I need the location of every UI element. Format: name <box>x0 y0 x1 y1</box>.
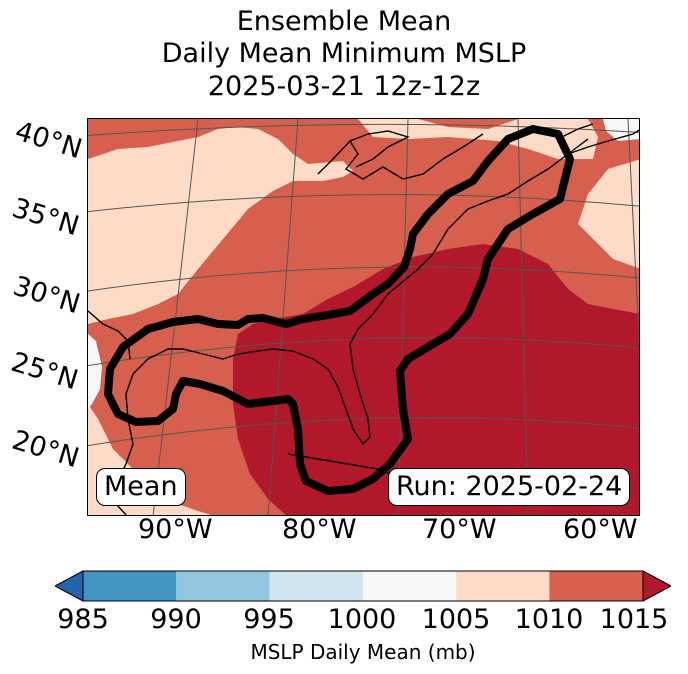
title-line-1: Ensemble Mean <box>236 6 452 37</box>
colorbar-tick-1010: 1010 <box>514 604 584 635</box>
contour-line <box>104 125 574 495</box>
colorbar-tick-1015: 1015 <box>599 604 669 635</box>
colorbar-tick-995: 995 <box>243 604 295 635</box>
colorbar-tick-990: 990 <box>150 604 202 635</box>
great-lakes <box>317 133 484 180</box>
lat-label-20n: 20°N <box>8 424 83 475</box>
lon-label-70w: 70°W <box>422 514 497 545</box>
colorbar-segment-1005-1010 <box>456 571 550 601</box>
lon-label-80w: 80°W <box>282 514 357 545</box>
colorbar <box>55 570 671 602</box>
colorbar-over-triangle <box>642 570 671 602</box>
colorbar-segment-995-1000 <box>269 571 363 601</box>
pressure-map <box>88 119 639 515</box>
great-lakes-shore <box>349 130 410 168</box>
run-date-box: Run: 2025-02-24 <box>388 468 631 506</box>
colorbar-tick-1000: 1000 <box>327 604 397 635</box>
maine-islands <box>557 123 594 140</box>
colorbar-segment-1000-1005 <box>362 571 457 601</box>
colorbar-tick-1005: 1005 <box>421 604 491 635</box>
lat-label-25n: 25°N <box>7 346 82 397</box>
colorbar-under-triangle <box>55 570 84 602</box>
lon-label-60w: 60°W <box>563 514 638 545</box>
field-1005-1010-northeast <box>578 159 639 269</box>
lon-label-90w: 90°W <box>138 514 213 545</box>
lat-label-35n: 35°N <box>8 192 83 243</box>
colorbar-tick-985: 985 <box>57 604 109 635</box>
nova-scotia <box>567 129 639 155</box>
title-line-3: 2025-03-21 12z-12z <box>207 71 481 102</box>
colorbar-label: MSLP Daily Mean (mb) <box>250 640 476 664</box>
colorbar-segment-985-990 <box>83 571 177 601</box>
mean-label-box: Mean <box>96 468 186 506</box>
field-1000-1005-west <box>88 334 102 409</box>
colorbar-segment-990-995 <box>176 571 270 601</box>
lat-label-40n: 40°N <box>11 115 86 166</box>
east-coast <box>115 138 589 515</box>
map-panel <box>87 118 640 516</box>
field-1005-1010-northwest <box>88 127 353 324</box>
colorbar-segment-1010-1015 <box>549 571 643 601</box>
title-line-2: Daily Mean Minimum MSLP <box>161 38 527 69</box>
lat-label-30n: 30°N <box>9 270 84 321</box>
